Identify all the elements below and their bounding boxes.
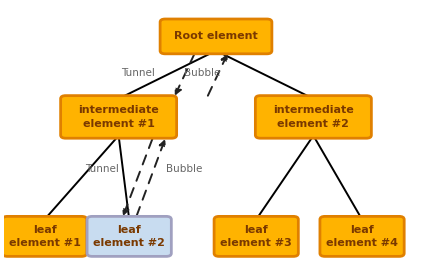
Text: intermediate
element #2: intermediate element #2 bbox=[273, 105, 354, 129]
Text: Bubble: Bubble bbox=[184, 68, 221, 78]
Text: leaf
element #4: leaf element #4 bbox=[326, 225, 398, 248]
FancyBboxPatch shape bbox=[60, 96, 177, 138]
Text: Root element: Root element bbox=[174, 32, 258, 41]
Text: intermediate
element #1: intermediate element #1 bbox=[78, 105, 159, 129]
FancyBboxPatch shape bbox=[214, 217, 299, 256]
Text: leaf
element #1: leaf element #1 bbox=[9, 225, 80, 248]
Text: leaf
element #2: leaf element #2 bbox=[93, 225, 165, 248]
FancyBboxPatch shape bbox=[255, 96, 372, 138]
FancyBboxPatch shape bbox=[3, 217, 87, 256]
FancyBboxPatch shape bbox=[87, 217, 172, 256]
Text: Bubble: Bubble bbox=[166, 164, 203, 174]
FancyBboxPatch shape bbox=[160, 19, 272, 54]
Text: Tunnel: Tunnel bbox=[121, 68, 155, 78]
Text: Tunnel: Tunnel bbox=[85, 164, 119, 174]
FancyBboxPatch shape bbox=[320, 217, 404, 256]
Text: leaf
element #3: leaf element #3 bbox=[220, 225, 292, 248]
